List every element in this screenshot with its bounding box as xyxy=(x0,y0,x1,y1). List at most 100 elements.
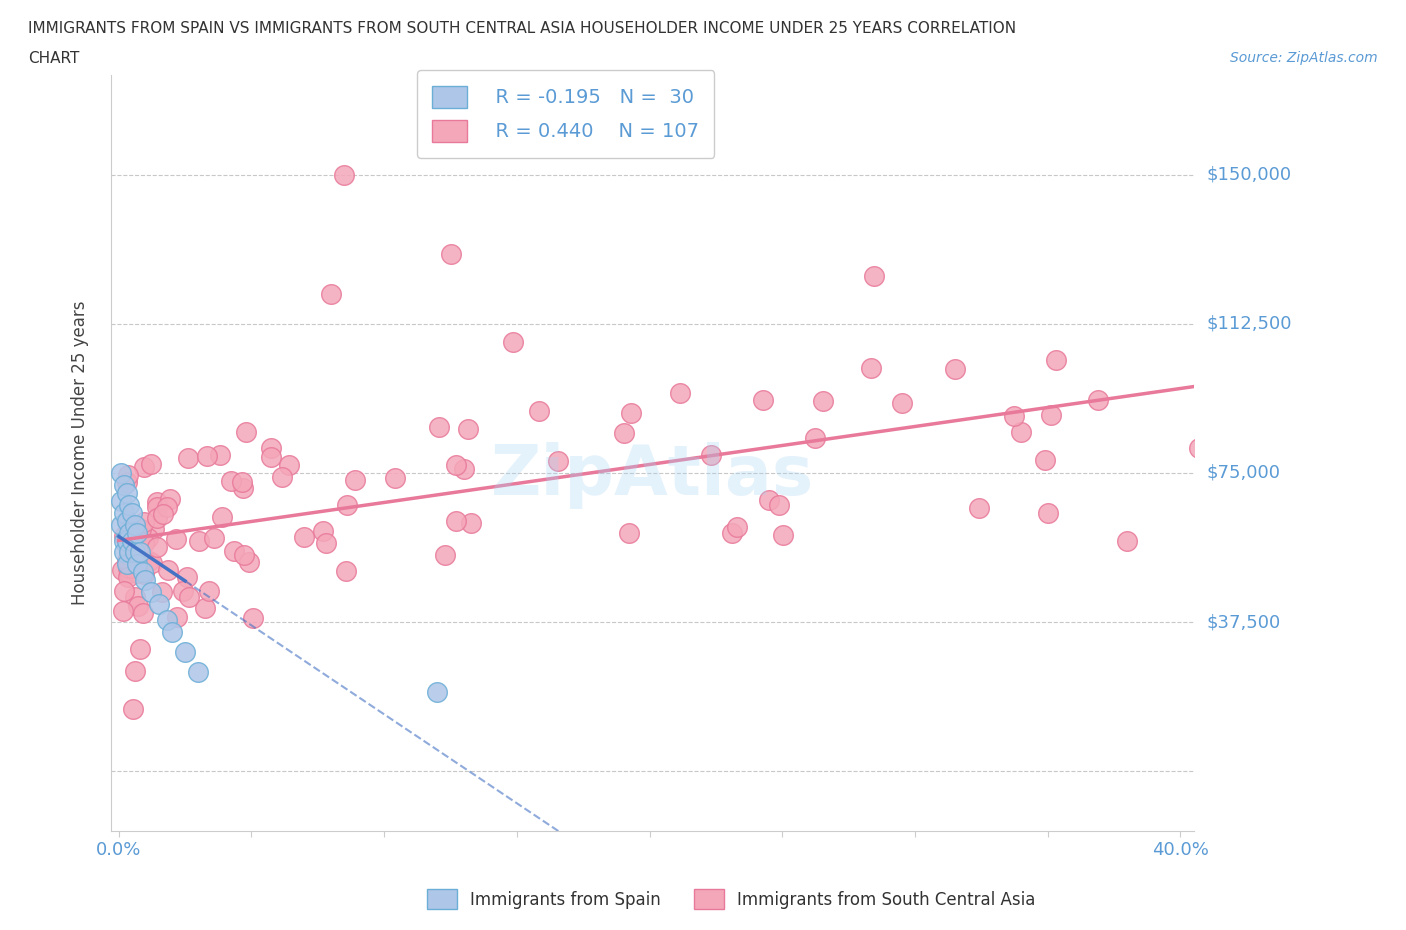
Point xyxy=(155,613,177,628)
Point xyxy=(177,589,200,604)
Point xyxy=(943,362,966,377)
Point xyxy=(803,431,825,445)
Point xyxy=(145,495,167,510)
Point xyxy=(1116,533,1139,548)
Point xyxy=(617,525,640,540)
Point xyxy=(457,421,479,436)
Point xyxy=(166,609,188,624)
Point xyxy=(527,403,550,418)
Point xyxy=(277,458,299,472)
Point xyxy=(150,585,173,600)
Point xyxy=(112,533,135,548)
Point xyxy=(613,426,636,441)
Point xyxy=(1036,505,1059,520)
Point xyxy=(219,473,242,488)
Point xyxy=(547,454,569,469)
Text: Source: ZipAtlas.com: Source: ZipAtlas.com xyxy=(1230,51,1378,65)
Point xyxy=(115,557,138,572)
Point xyxy=(211,510,233,525)
Point xyxy=(146,511,169,525)
Text: $112,500: $112,500 xyxy=(1206,315,1292,333)
Point xyxy=(384,471,406,485)
Point xyxy=(115,485,138,500)
Point xyxy=(811,393,834,408)
Point xyxy=(260,449,283,464)
Point xyxy=(172,583,194,598)
Point xyxy=(134,573,156,588)
Point xyxy=(188,534,211,549)
Point xyxy=(271,470,294,485)
Point xyxy=(111,563,134,578)
Point xyxy=(110,493,132,508)
Point xyxy=(121,505,143,520)
Point xyxy=(165,532,187,547)
Point xyxy=(669,385,692,400)
Point xyxy=(139,585,162,600)
Point xyxy=(426,684,449,699)
Point xyxy=(238,555,260,570)
Point xyxy=(117,569,139,584)
Point xyxy=(772,527,794,542)
Point xyxy=(112,545,135,560)
Point xyxy=(315,536,337,551)
Point xyxy=(343,472,366,487)
Point xyxy=(136,530,159,545)
Text: $150,000: $150,000 xyxy=(1206,166,1292,184)
Point xyxy=(768,498,790,512)
Point xyxy=(967,500,990,515)
Point xyxy=(141,555,163,570)
Point xyxy=(235,424,257,439)
Text: $37,500: $37,500 xyxy=(1206,613,1281,631)
Point xyxy=(159,492,181,507)
Point xyxy=(1045,352,1067,367)
Point xyxy=(118,565,141,580)
Point xyxy=(460,515,482,530)
Point xyxy=(118,545,141,560)
Point xyxy=(127,557,149,572)
Point xyxy=(134,514,156,529)
Point xyxy=(721,525,744,540)
Point xyxy=(132,605,155,620)
Point xyxy=(131,565,153,579)
Text: CHART: CHART xyxy=(28,51,80,66)
Text: ZipAtlas: ZipAtlas xyxy=(491,443,814,510)
Legend:   R = -0.195   N =  30,   R = 0.440    N = 107: R = -0.195 N = 30, R = 0.440 N = 107 xyxy=(416,70,714,158)
Point xyxy=(222,543,245,558)
Point xyxy=(1010,424,1032,439)
Point xyxy=(127,525,149,540)
Point xyxy=(117,468,139,483)
Point xyxy=(891,395,914,410)
Point xyxy=(209,447,232,462)
Point xyxy=(446,513,468,528)
Point xyxy=(121,533,143,548)
Point xyxy=(115,553,138,568)
Point xyxy=(145,539,167,554)
Point xyxy=(156,563,179,578)
Point xyxy=(152,507,174,522)
Point xyxy=(124,590,146,604)
Point xyxy=(124,545,146,560)
Point xyxy=(160,625,183,640)
Point xyxy=(336,498,359,512)
Point xyxy=(129,545,152,560)
Text: $75,000: $75,000 xyxy=(1206,464,1281,482)
Point xyxy=(176,451,198,466)
Point xyxy=(118,545,141,560)
Point xyxy=(1035,452,1057,467)
Point xyxy=(129,521,152,536)
Point xyxy=(312,524,335,538)
Point xyxy=(112,477,135,492)
Point xyxy=(176,569,198,584)
Point xyxy=(1188,441,1211,456)
Point xyxy=(174,644,197,659)
Y-axis label: Householder Income Under 25 years: Householder Income Under 25 years xyxy=(72,300,89,605)
Point xyxy=(202,530,225,545)
Point xyxy=(187,664,209,679)
Point xyxy=(129,642,152,657)
Point xyxy=(860,360,883,375)
Point xyxy=(132,566,155,581)
Point xyxy=(117,561,139,576)
Point xyxy=(699,447,721,462)
Point xyxy=(148,597,170,612)
Point xyxy=(725,520,748,535)
